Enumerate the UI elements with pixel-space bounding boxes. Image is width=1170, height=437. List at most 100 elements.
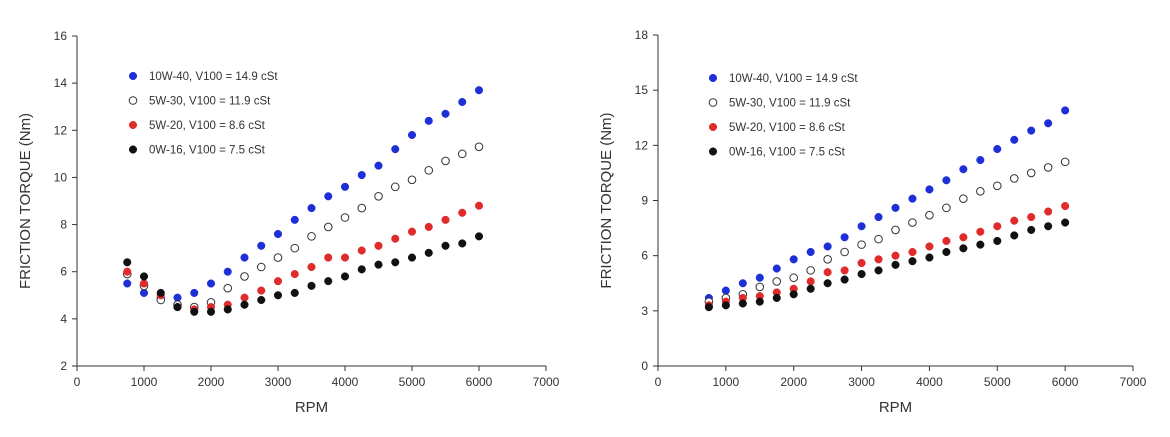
- data-point: [424, 248, 433, 257]
- data-point: [1026, 168, 1036, 178]
- data-point: [908, 218, 917, 227]
- data-point: [257, 241, 266, 250]
- data-point: [307, 262, 316, 272]
- legend-marker: [708, 73, 718, 83]
- data-point: [959, 233, 968, 242]
- data-point: [908, 257, 917, 266]
- data-point: [789, 273, 799, 283]
- data-point: [772, 293, 781, 303]
- data-point: [874, 255, 883, 264]
- data-point: [806, 266, 815, 275]
- data-point: [273, 291, 283, 300]
- data-point: [273, 253, 283, 262]
- data-point: [721, 286, 730, 295]
- data-point: [458, 208, 467, 217]
- y-axis-title: FRICTION TORQUE (Nm): [598, 112, 615, 288]
- data-point: [458, 97, 467, 107]
- data-point: [772, 264, 781, 273]
- data-point: [823, 279, 832, 288]
- x-tick-label: 7000: [533, 375, 560, 389]
- x-tick-label: 5000: [399, 375, 426, 389]
- data-point: [240, 272, 249, 281]
- x-tick-label: 2000: [198, 375, 225, 389]
- data-point: [992, 181, 1002, 191]
- data-point: [857, 258, 866, 268]
- data-point: [959, 165, 968, 174]
- data-point: [1044, 207, 1053, 216]
- data-point: [1061, 106, 1070, 115]
- data-point: [755, 297, 764, 306]
- data-point: [1010, 231, 1019, 240]
- y-tick-label: 10: [54, 170, 68, 184]
- data-point: [474, 142, 484, 152]
- data-point: [857, 222, 866, 231]
- data-point: [891, 260, 900, 269]
- data-point: [340, 182, 350, 191]
- x-tick-label: 1000: [713, 375, 740, 389]
- data-point: [273, 229, 283, 239]
- data-point: [357, 171, 366, 180]
- data-point: [1027, 213, 1036, 222]
- data-point: [324, 253, 333, 262]
- legend: 10W-40, V100 = 14.9 cSt 5W-30, V100 = 11.…: [128, 71, 278, 157]
- data-point: [357, 203, 367, 213]
- data-point: [441, 156, 450, 166]
- x-tick-label: 2000: [780, 375, 807, 389]
- data-point: [993, 236, 1002, 246]
- series-4: [123, 232, 484, 316]
- data-point: [374, 260, 383, 269]
- data-point: [407, 227, 417, 236]
- data-point: [823, 268, 832, 277]
- data-point: [789, 255, 798, 264]
- data-point: [874, 234, 883, 244]
- legend: 10W-40, V100 = 14.9 cSt 5W-30, V100 = 11.…: [708, 73, 858, 159]
- data-point: [173, 303, 182, 312]
- series-1: [123, 86, 484, 302]
- data-point: [1060, 157, 1070, 167]
- data-point: [823, 242, 832, 251]
- data-point: [942, 203, 951, 213]
- data-point: [959, 194, 968, 203]
- data-point: [123, 279, 132, 288]
- data-point: [721, 301, 730, 310]
- data-point: [307, 204, 316, 213]
- data-point: [390, 182, 400, 192]
- data-point: [738, 279, 747, 288]
- data-point: [323, 222, 333, 232]
- data-point: [891, 203, 900, 212]
- legend-marker: [708, 147, 718, 156]
- y-axis-title: FRICTION TORQUE (Nm): [17, 113, 34, 289]
- data-point: [391, 234, 400, 243]
- data-point: [1027, 225, 1036, 234]
- data-point: [925, 242, 934, 251]
- x-tick-label: 3000: [848, 375, 875, 389]
- data-point: [976, 227, 985, 236]
- data-point: [1009, 174, 1019, 183]
- data-point: [290, 243, 300, 253]
- data-point: [789, 290, 798, 299]
- legend-label: 10W-40, V100 = 14.9 cSt: [729, 73, 858, 85]
- data-point: [441, 215, 450, 224]
- legend-marker: [708, 122, 718, 132]
- data-point: [976, 155, 985, 165]
- legend-marker: [128, 96, 138, 105]
- data-point: [407, 175, 417, 185]
- x-tick-label: 0: [655, 375, 662, 389]
- data-point: [840, 266, 849, 275]
- y-tick-label: 16: [54, 29, 68, 43]
- data-point: [925, 185, 934, 194]
- chart-1: 0 1000 2000 3000 4000 5000 6000 7000 2 4 6 8 10 12 14 1…: [17, 29, 560, 416]
- legend-label: 5W-20, V100 = 8.6 cSt: [729, 122, 846, 134]
- data-point: [156, 288, 165, 297]
- data-point: [424, 166, 434, 175]
- y-tick-label: 6: [641, 249, 648, 263]
- data-point: [976, 187, 985, 196]
- legend-label: 5W-30, V100 = 11.9 cSt: [729, 98, 851, 110]
- x-axis-title: RPM: [879, 399, 912, 416]
- data-point: [993, 222, 1002, 231]
- data-point: [240, 253, 249, 262]
- data-point: [857, 270, 866, 279]
- legend-label: 5W-20, V100 = 8.6 cSt: [149, 120, 266, 132]
- data-point: [806, 247, 815, 257]
